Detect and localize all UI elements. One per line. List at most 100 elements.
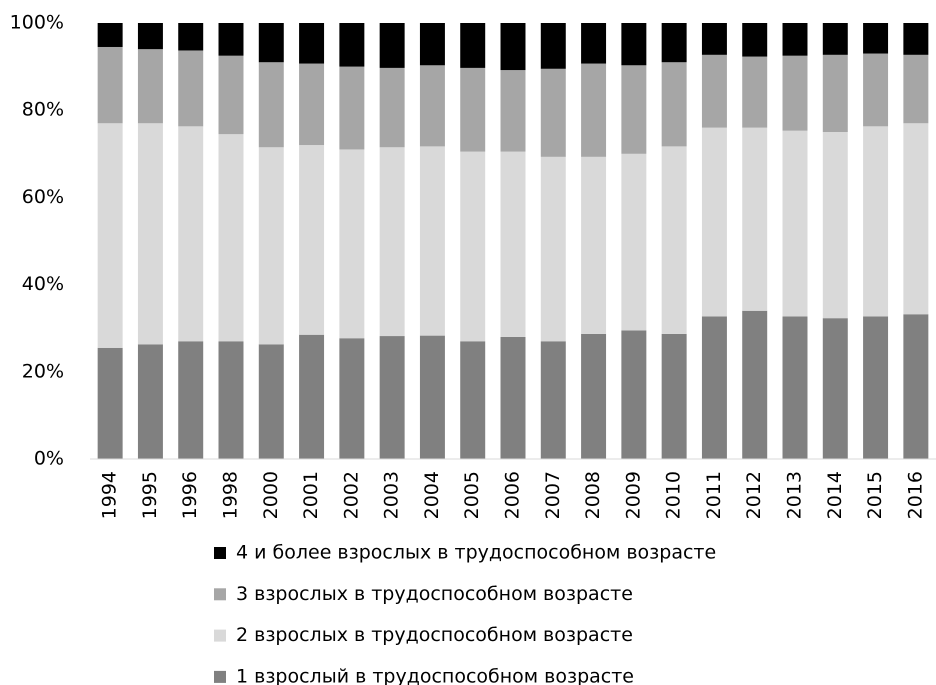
x-tick-label: 2005 [461, 471, 483, 519]
bar-segment [621, 65, 647, 154]
bar-segment [460, 151, 486, 342]
bar-segment [500, 336, 526, 459]
x-tick-label: 2012 [743, 471, 765, 519]
bar-segment [822, 23, 848, 55]
bar-segment [581, 156, 607, 334]
bar-segment [742, 56, 768, 128]
bar-segment [540, 341, 566, 459]
bar-segment [460, 341, 486, 459]
x-tick-label: 1998 [220, 471, 242, 519]
bar-segment [661, 62, 687, 147]
bar-segment [661, 333, 687, 459]
bar-segment [97, 347, 123, 459]
bar-segment [782, 55, 808, 131]
legend-label: 2 взрослых в трудоспособном возрасте [236, 624, 633, 646]
bar-segment [581, 63, 607, 157]
bar-segment [379, 336, 405, 459]
x-tick-label: 2004 [421, 471, 443, 519]
bar-segment [339, 23, 365, 67]
bar-segment [178, 341, 204, 459]
bar-segment [540, 68, 566, 157]
bar-segment [500, 70, 526, 152]
bar-segment [137, 23, 163, 50]
legend-swatch [214, 588, 226, 601]
x-tick-label: 1995 [139, 471, 161, 519]
y-tick-label: 80% [22, 99, 64, 121]
bar-segment [258, 62, 284, 148]
y-tick-label: 60% [22, 186, 64, 208]
bar-segment [218, 55, 244, 135]
x-tick-label: 2006 [502, 471, 524, 519]
bar-segment [863, 53, 889, 127]
bar-segment [822, 318, 848, 459]
bar-segment [178, 126, 204, 342]
bar-segment [500, 23, 526, 71]
bar-segment [379, 147, 405, 337]
bar-segment [460, 23, 486, 68]
bar-segment [863, 23, 889, 54]
bar-segment [379, 23, 405, 68]
x-tick-label: 2002 [340, 471, 362, 519]
bar-segment [97, 46, 123, 124]
bar-segment [822, 54, 848, 132]
legend-label: 4 и более взрослых в трудоспособном возр… [236, 542, 716, 564]
bar-segment [339, 66, 365, 150]
bar-segment [701, 316, 727, 459]
x-tick-label: 2000 [260, 471, 282, 519]
bar-segment [782, 316, 808, 459]
x-tick-label: 2013 [784, 471, 806, 519]
bar-segment [621, 330, 647, 459]
legend-label: 3 взрослых в трудоспособном возрасте [236, 583, 633, 605]
bar-segment [258, 147, 284, 345]
bar-segment [258, 344, 284, 459]
x-tick-label: 2015 [864, 471, 886, 519]
x-tick-label: 1994 [99, 471, 121, 519]
bar-segment [218, 23, 244, 56]
bar-segment [339, 338, 365, 459]
bar-segment [540, 23, 566, 69]
bar-segment [661, 23, 687, 63]
bar-segment [339, 149, 365, 339]
x-tick-label: 2014 [824, 471, 846, 519]
bar-segment [299, 63, 325, 146]
bar-segment [97, 23, 123, 47]
bar-segment [419, 335, 445, 459]
bar-segment [218, 134, 244, 342]
bar-segment [419, 146, 445, 336]
x-tick-label: 2011 [703, 471, 725, 519]
bar-segment [782, 130, 808, 317]
legend-swatch [214, 629, 226, 642]
x-tick-label: 2007 [542, 471, 564, 519]
bar-segment [822, 132, 848, 319]
bar-segment [701, 54, 727, 128]
bar-segment [863, 316, 889, 459]
legend-swatch [214, 547, 226, 559]
bar-segment [137, 344, 163, 459]
y-tick-label: 20% [22, 360, 64, 382]
bar-segment [97, 123, 123, 348]
bar-segment [299, 334, 325, 459]
bar-segment [742, 310, 768, 459]
bar-segment [500, 151, 526, 337]
bar-segment [178, 50, 204, 127]
bar-segment [742, 127, 768, 311]
bar-segment [581, 23, 607, 64]
bar-segment [903, 123, 929, 315]
y-tick-label: 40% [22, 273, 64, 295]
bar-segment [903, 23, 929, 55]
bar-segment [782, 23, 808, 56]
bar-segment [258, 23, 284, 63]
bar-segment [137, 49, 163, 124]
bar-segment [863, 126, 889, 317]
bar-segment [419, 65, 445, 147]
bar-segment [621, 23, 647, 66]
x-tick-label: 2010 [663, 471, 685, 519]
x-tick-label: 2016 [904, 471, 926, 519]
bar-segment [299, 145, 325, 335]
bar-segment [621, 153, 647, 331]
bar-segment [903, 54, 929, 124]
legend-label: 1 взрослый в трудоспособном возрасте [236, 665, 634, 685]
bar-segment [903, 314, 929, 459]
y-tick-label: 100% [10, 12, 64, 34]
